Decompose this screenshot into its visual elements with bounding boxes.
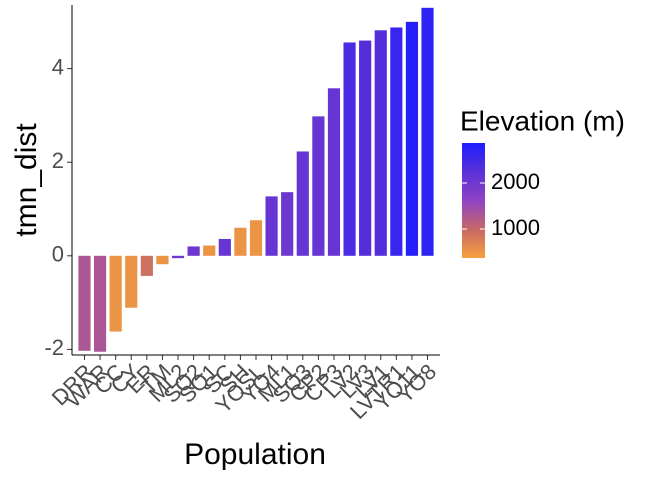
bar xyxy=(390,27,403,256)
bar xyxy=(249,220,263,256)
bar xyxy=(405,21,419,256)
legend-tick-label: 2000 xyxy=(491,169,540,194)
bar xyxy=(343,42,356,256)
bar xyxy=(281,192,294,256)
bar xyxy=(265,196,278,256)
y-tick-label: 0 xyxy=(52,242,64,267)
bar xyxy=(296,151,309,256)
bar xyxy=(187,246,200,256)
bar xyxy=(156,255,169,265)
bar xyxy=(359,40,372,256)
bar xyxy=(327,88,341,256)
y-tick-label: -2 xyxy=(44,335,64,360)
y-tick-label: 2 xyxy=(52,148,64,173)
bar xyxy=(109,255,122,332)
bar xyxy=(125,255,138,308)
bar xyxy=(312,116,325,256)
x-axis-label: Population xyxy=(184,438,326,471)
y-tick-label: 4 xyxy=(52,54,64,79)
y-axis-label: tmn_dist xyxy=(10,123,43,237)
bar xyxy=(218,238,231,256)
bar xyxy=(374,30,387,256)
legend-colorbar xyxy=(462,143,485,258)
bar xyxy=(93,255,107,352)
bar xyxy=(78,255,91,351)
bar xyxy=(421,7,434,256)
legend-tick-label: 1000 xyxy=(491,215,540,240)
bar xyxy=(171,255,185,259)
bar xyxy=(234,227,247,256)
bar xyxy=(140,255,153,276)
bar xyxy=(203,245,216,256)
legend-title: Elevation (m) xyxy=(460,105,625,136)
